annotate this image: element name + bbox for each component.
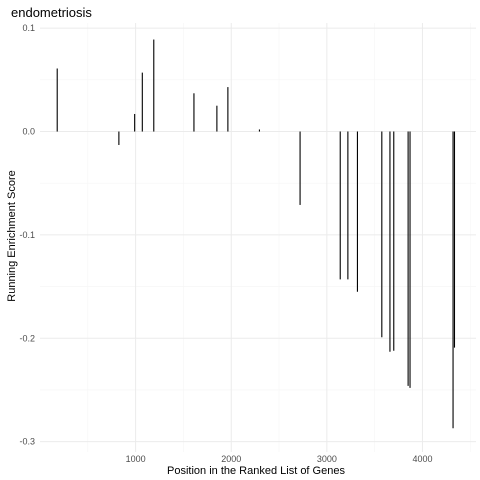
y-tick-label: -0.3 [19,437,35,447]
tick-layer: 1000 2000 3000 4000 0.1 0.0 -0.1 -0.2 -0.3 [19,23,432,464]
grid-layer [40,23,476,452]
x-tick-label: 1000 [126,454,146,464]
x-tick-label: 4000 [412,454,432,464]
x-axis-title: Position in the Ranked List of Genes [167,465,345,477]
y-axis-title: Running Enrichment Score [6,170,18,301]
x-tick-label: 3000 [317,454,337,464]
bar-layer [56,39,456,429]
chart-title: endometriosis [11,5,92,20]
x-tick-label: 2000 [221,454,241,464]
y-tick-label: 0.0 [22,127,35,137]
y-tick-label: -0.1 [19,230,35,240]
y-tick-label: 0.1 [22,23,35,33]
y-tick-label: -0.2 [19,333,35,343]
